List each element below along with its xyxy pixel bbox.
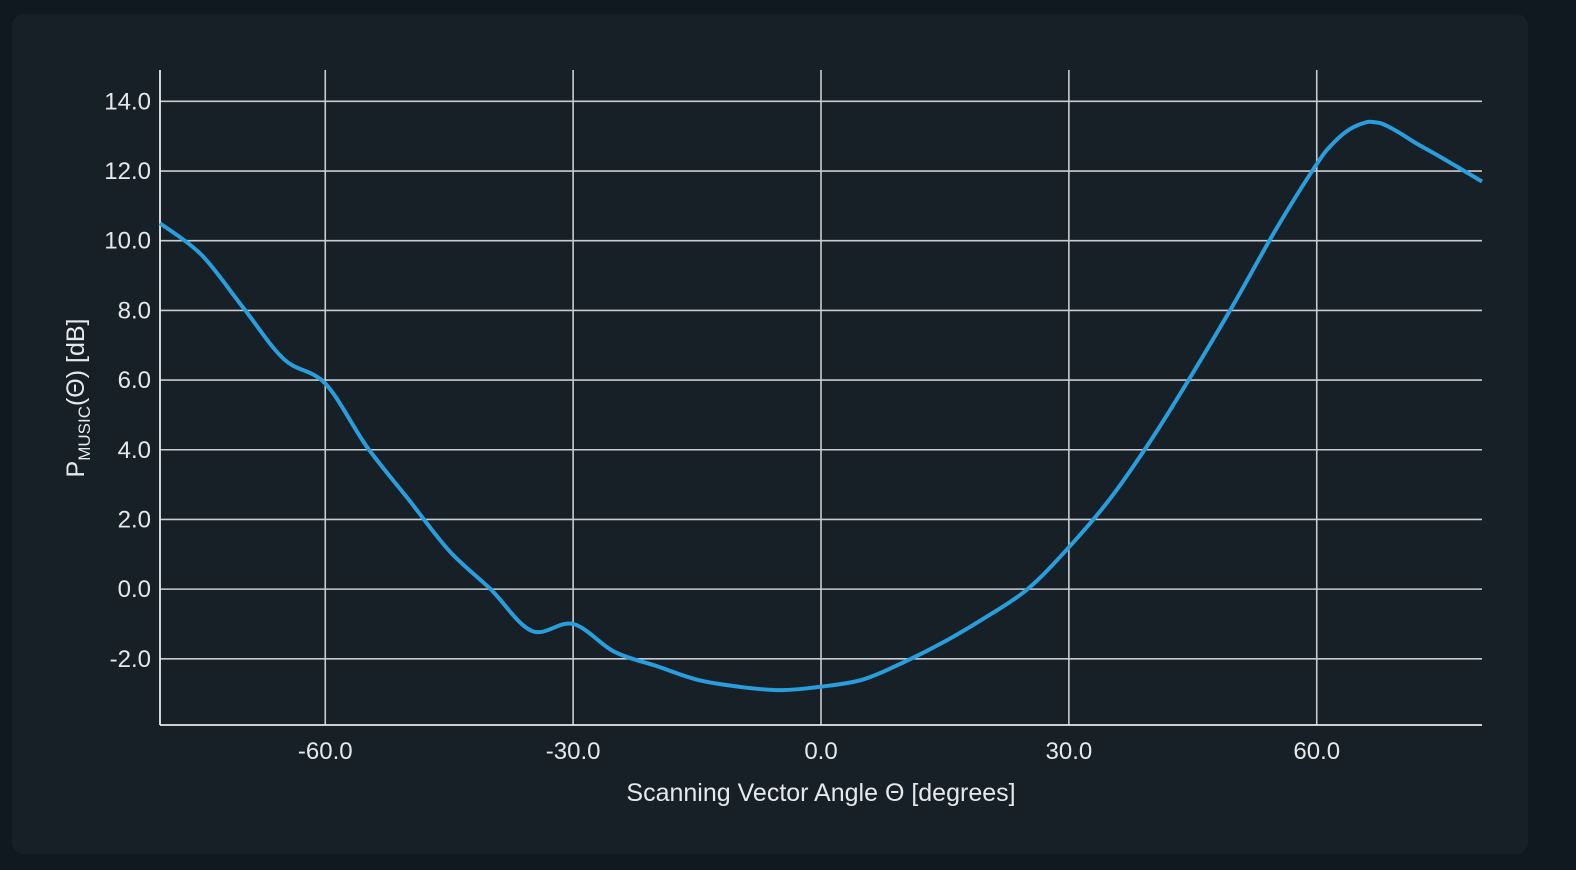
music-spectrum-line [158,119,1484,693]
x-tick-labels: -60.0 -30.0 0.0 30.0 60.0 [298,738,1340,765]
y-tick-label: 2.0 [118,506,151,533]
chart-panel [12,14,1528,854]
axes [159,70,1482,726]
y-axis-title: PMUSIC(Θ) [dB] [62,319,94,478]
y-axis-title-subscript: MUSIC [75,406,94,461]
y-tick-label: -2.0 [110,646,151,673]
x-tick-label: 30.0 [1046,738,1093,765]
y-tick-label: 14.0 [104,88,151,115]
x-axis-title: Scanning Vector Angle Θ [degrees] [626,779,1015,807]
series-layer [158,119,1484,693]
y-tick-label: 10.0 [104,228,151,255]
y-tick-label: 8.0 [118,297,151,324]
y-axis-title-main: P [62,461,90,478]
y-axis-title-suffix: (Θ) [dB] [62,319,90,407]
x-tick-label: -30.0 [546,738,601,765]
y-tick-label: 0.0 [118,576,151,603]
x-tick-label: -60.0 [298,738,353,765]
x-tick-label: 60.0 [1293,738,1340,765]
grid-lines [160,70,1482,725]
y-tick-labels: -2.0 0.0 2.0 4.0 6.0 8.0 10.0 12.0 14.0 [104,88,151,672]
y-tick-label: 6.0 [118,367,151,394]
y-tick-label: 12.0 [104,158,151,185]
x-tick-label: 0.0 [804,738,837,765]
y-tick-label: 4.0 [118,437,151,464]
